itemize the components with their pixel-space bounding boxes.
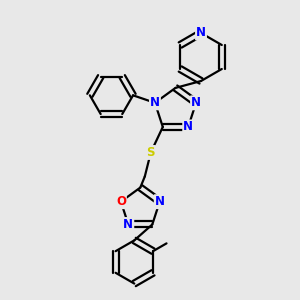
- Text: N: N: [196, 26, 206, 40]
- Text: O: O: [116, 195, 126, 208]
- Text: S: S: [147, 146, 155, 159]
- Text: N: N: [150, 96, 160, 109]
- Text: N: N: [123, 218, 133, 231]
- Text: N: N: [155, 195, 165, 208]
- Text: N: N: [183, 121, 193, 134]
- Text: N: N: [191, 96, 201, 109]
